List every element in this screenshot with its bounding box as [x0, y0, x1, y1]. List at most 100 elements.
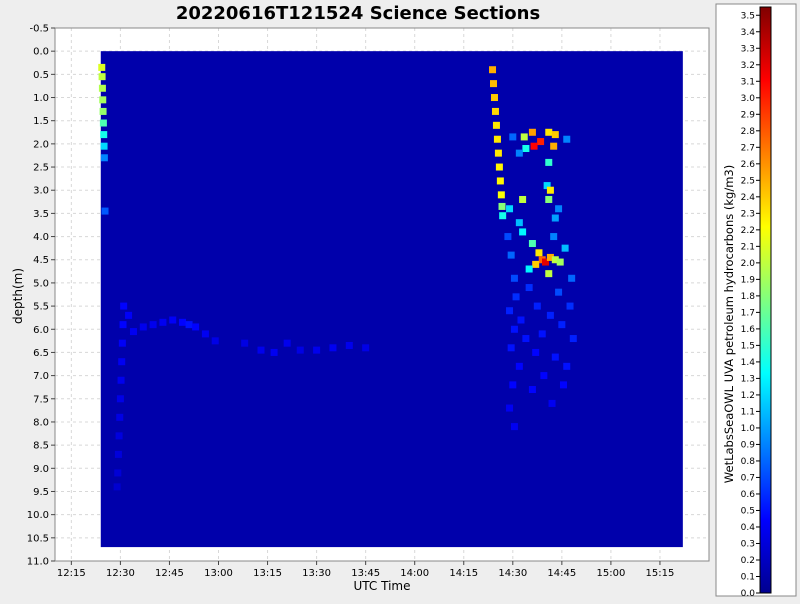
heatmap-cell: [537, 138, 545, 146]
heatmap-cell: [528, 240, 536, 248]
heatmap-cell: [550, 233, 558, 241]
heatmap-cell: [115, 432, 123, 440]
heatmap-cell: [491, 107, 499, 115]
heatmap-cell: [532, 260, 540, 268]
x-tick-label: 15:15: [646, 568, 675, 579]
y-tick-label: 3.0: [33, 186, 49, 197]
heatmap-cell: [169, 316, 177, 324]
heatmap-cell: [515, 362, 523, 370]
heatmap-cell: [522, 335, 530, 343]
heatmap-cell: [551, 131, 559, 139]
heatmap-cell: [528, 128, 536, 136]
heatmap-cell: [519, 228, 527, 236]
x-axis-label: UTC Time: [354, 579, 411, 593]
colorbar-tick-label: 2.9: [741, 110, 756, 120]
y-axis-label: depth(m): [11, 268, 25, 324]
heatmap-cell: [528, 386, 536, 394]
heatmap-cell: [116, 413, 124, 421]
colorbar-tick-label: 2.1: [741, 242, 755, 252]
x-tick-label: 13:45: [351, 568, 380, 579]
heatmap-cell: [504, 233, 512, 241]
heatmap-cell: [492, 121, 500, 129]
heatmap-cell: [129, 328, 137, 336]
heatmap-cell: [98, 63, 106, 71]
heatmap-cell: [98, 73, 106, 81]
colorbar-tick-label: 1.0: [741, 424, 756, 434]
heatmap-cell: [507, 251, 515, 259]
heatmap-cell: [545, 270, 553, 278]
colorbar-tick-label: 2.3: [741, 209, 755, 219]
heatmap-cell: [113, 483, 121, 491]
heatmap-cell: [99, 119, 107, 127]
colorbar-tick-label: 1.5: [741, 341, 755, 351]
y-tick-label: 7.0: [33, 371, 49, 382]
colorbar-tick-label: 3.0: [741, 94, 756, 104]
x-tick-label: 13:00: [204, 568, 233, 579]
x-tick-label: 14:15: [449, 568, 478, 579]
y-tick-label: 9.0: [33, 464, 49, 475]
heatmap-cell: [555, 288, 563, 296]
colorbar-tick-label: 1.7: [741, 308, 755, 318]
y-tick-label: 0.0: [33, 47, 49, 58]
chart-title: 20220616T121524 Science Sections: [176, 3, 540, 24]
x-axis-ticks: 12:15 12:30 12:45 13:00 13:15 13:30 13:45 14:00…: [57, 561, 674, 579]
heatmap-cell: [118, 358, 126, 366]
heatmap-cell: [556, 258, 564, 266]
heatmap-cell: [522, 145, 530, 153]
heatmap-cell: [490, 94, 498, 102]
heatmap-cell: [532, 348, 540, 356]
heatmap-cell: [283, 339, 291, 347]
heatmap-cell: [201, 330, 209, 338]
heatmap-cell: [545, 128, 553, 136]
y-tick-label: 10.0: [27, 510, 49, 521]
heatmap-cell: [185, 321, 193, 329]
colorbar-tick-label: 3.1: [741, 77, 755, 87]
y-tick-label: 10.5: [27, 533, 49, 544]
colorbar-tick-label: 2.7: [741, 143, 755, 153]
heatmap-cell: [345, 341, 353, 349]
heatmap-cell: [517, 316, 525, 324]
colorbar-tick-label: 1.8: [741, 292, 756, 302]
colorbar-tick-label: 1.1: [741, 407, 755, 417]
heatmap-cell: [555, 205, 563, 213]
heatmap-cell: [114, 469, 122, 477]
heatmap-cell: [550, 142, 558, 150]
colorbar-tick-label: 2.0: [741, 259, 756, 269]
heatmap-cell: [497, 191, 505, 199]
y-tick-label: 6.0: [33, 325, 49, 336]
heatmap-cell: [509, 133, 517, 141]
x-tick-label: 15:00: [596, 568, 625, 579]
heatmap-cell: [551, 353, 559, 361]
y-tick-label: 4.5: [33, 255, 49, 266]
heatmap-cell: [192, 323, 200, 331]
heatmap-cell: [512, 293, 520, 301]
y-tick-label: 3.5: [33, 209, 49, 220]
heatmap-cell: [538, 330, 546, 338]
heatmap-cell: [542, 258, 549, 266]
y-tick-label: 4.0: [33, 232, 49, 243]
heatmap-cell: [546, 186, 554, 194]
colorbar-tick-label: 2.8: [741, 127, 756, 137]
colorbar-tick-label: 1.3: [741, 374, 755, 384]
heatmap-cell: [120, 302, 128, 310]
colorbar-tick-label: 0.1: [741, 572, 755, 582]
heatmap-cell: [329, 344, 337, 352]
heatmap-cell: [257, 346, 265, 354]
heatmap-cell: [100, 131, 108, 139]
heatmap-cell: [118, 339, 126, 347]
heatmap-cell: [515, 149, 523, 157]
heatmap-cell: [533, 302, 541, 310]
colorbar-tick-label: 0.8: [741, 457, 756, 467]
heatmap-cell: [561, 244, 569, 252]
y-tick-label: 6.5: [33, 348, 49, 359]
x-tick-label: 12:30: [106, 568, 135, 579]
heatmap-cell: [545, 195, 553, 203]
x-tick-label: 14:45: [547, 568, 576, 579]
y-tick-label: 2.0: [33, 139, 49, 150]
heatmap-background-field: [100, 51, 683, 548]
heatmap-cell: [546, 311, 554, 319]
colorbar: [759, 6, 772, 594]
heatmap-cell: [563, 135, 571, 143]
